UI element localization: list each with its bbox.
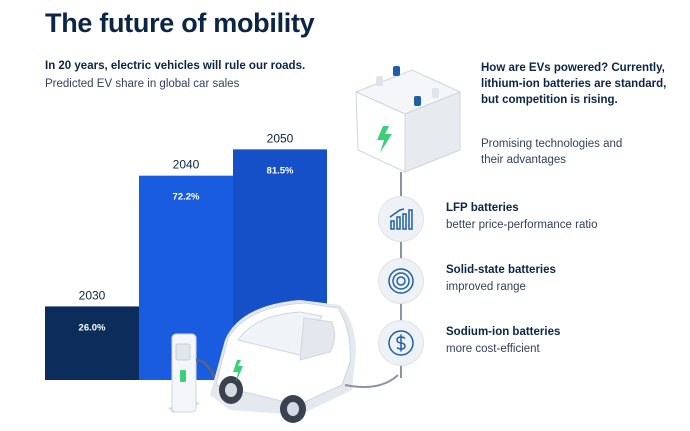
technology-advantage: improved range: [446, 281, 526, 293]
technologies-subhead: Promising technologies and their advanta…: [481, 138, 623, 166]
connector-line: [400, 364, 402, 378]
technology-name: Solid-state batteries: [446, 264, 556, 276]
chart-subtitle: Predicted EV share in global car sales: [45, 78, 240, 90]
intro-headline: In 20 years, electric vehicles will rule…: [45, 60, 306, 72]
dollar-sign-icon: [378, 320, 424, 366]
electric-car-illustration: [210, 300, 399, 423]
bar-value-label: 81.5%: [267, 165, 294, 176]
technology-name: LFP batteries: [446, 202, 519, 214]
connector-line: [400, 240, 402, 258]
battery-illustration: [354, 66, 462, 173]
bar-category-label: 2050: [267, 131, 294, 145]
charging-station-illustration: [168, 333, 231, 413]
page-title: The future of mobility: [45, 8, 315, 38]
bar-value-label: 72.2%: [173, 192, 200, 203]
batteries-question: How are EVs powered? Currently, lithium-…: [481, 62, 667, 106]
connector-line: [400, 302, 402, 320]
bar-category-label: 2040: [173, 158, 200, 172]
bar-category-label: 2030: [79, 288, 106, 302]
technology-advantage: better price-performance ratio: [446, 219, 598, 231]
technology-item: Sodium-ion batteries more cost-efficient: [446, 326, 676, 355]
technology-name: Sodium-ion batteries: [446, 326, 561, 338]
technology-item: LFP batteries better price-performance r…: [446, 202, 676, 231]
technology-advantage: more cost-efficient: [446, 343, 540, 355]
concentric-circles-icon: [378, 258, 424, 304]
bar-chart-growth-icon: [378, 196, 424, 242]
technology-item: Solid-state batteries improved range: [446, 264, 676, 293]
connector-line: [400, 172, 402, 196]
bar-value-label: 26.0%: [79, 322, 106, 333]
bar-2030: [45, 306, 139, 380]
